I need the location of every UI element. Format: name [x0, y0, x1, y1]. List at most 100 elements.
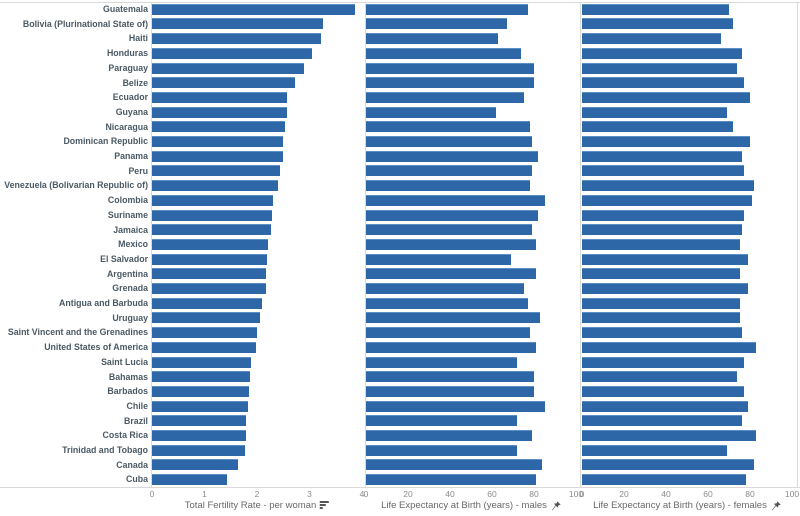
bar[interactable]: [366, 459, 543, 471]
axis-title-fertility[interactable]: Total Fertility Rate - per woman: [185, 500, 330, 511]
sort-descending-icon[interactable]: [320, 501, 330, 510]
bar[interactable]: [582, 385, 744, 397]
bar[interactable]: [366, 150, 539, 162]
bar[interactable]: [582, 371, 738, 383]
bar[interactable]: [152, 238, 269, 250]
bar[interactable]: [582, 3, 729, 15]
bar[interactable]: [152, 150, 283, 162]
bar[interactable]: [152, 62, 304, 74]
bar[interactable]: [582, 238, 740, 250]
bar[interactable]: [152, 371, 250, 383]
bar[interactable]: [152, 444, 245, 456]
bar[interactable]: [582, 283, 748, 294]
category-label[interactable]: Bolivia (Plurinational State of): [22, 18, 148, 29]
bar[interactable]: [582, 77, 744, 89]
category-label[interactable]: Grenada: [112, 283, 148, 294]
category-label[interactable]: Nicaragua: [105, 121, 148, 132]
category-label[interactable]: Paraguay: [108, 62, 148, 73]
bar[interactable]: [152, 297, 262, 309]
category-label[interactable]: Brazil: [124, 415, 148, 426]
category-label[interactable]: Belize: [122, 77, 148, 88]
bar[interactable]: [152, 3, 355, 15]
category-label[interactable]: Antigua and Barbuda: [59, 298, 148, 308]
bar[interactable]: [366, 18, 507, 30]
category-label[interactable]: Haiti: [128, 33, 148, 44]
category-label[interactable]: Jamaica: [113, 224, 148, 235]
bar[interactable]: [582, 165, 744, 177]
category-label[interactable]: Saint Vincent and the Grenadines: [7, 327, 148, 338]
bar[interactable]: [152, 77, 295, 89]
bar[interactable]: [582, 356, 744, 368]
bar[interactable]: [582, 474, 746, 486]
bar[interactable]: [152, 268, 266, 280]
bar[interactable]: [152, 474, 227, 486]
bar[interactable]: [152, 430, 246, 441]
bar[interactable]: [152, 415, 246, 427]
category-label[interactable]: Argentina: [106, 268, 148, 279]
bar[interactable]: [152, 121, 286, 133]
category-label[interactable]: Dominican Republic: [63, 136, 148, 147]
category-label[interactable]: Bahamas: [108, 371, 148, 382]
bar[interactable]: [366, 47, 522, 59]
bar[interactable]: [366, 91, 524, 103]
bar[interactable]: [582, 341, 757, 353]
bar[interactable]: [582, 150, 742, 162]
bar[interactable]: [582, 91, 750, 103]
pin-icon[interactable]: [771, 500, 781, 511]
bar[interactable]: [152, 33, 321, 45]
category-label[interactable]: Panama: [114, 151, 148, 161]
bar[interactable]: [582, 33, 721, 45]
bar[interactable]: [152, 356, 252, 368]
category-label[interactable]: Colombia: [107, 195, 148, 206]
bar[interactable]: [366, 165, 532, 177]
bar[interactable]: [582, 459, 755, 471]
category-label[interactable]: Venezuela (Bolivarian Republic of): [4, 180, 148, 191]
category-label[interactable]: Peru: [128, 165, 148, 176]
axis-title-females[interactable]: Life Expectancy at Birth (years) - femal…: [593, 500, 781, 511]
bar[interactable]: [152, 327, 257, 339]
bar[interactable]: [582, 106, 727, 118]
category-label[interactable]: Trinidad and Tobago: [62, 445, 148, 455]
bar[interactable]: [582, 47, 742, 59]
bar[interactable]: [582, 136, 750, 147]
bar[interactable]: [152, 385, 249, 397]
bar[interactable]: [366, 385, 534, 397]
bar[interactable]: [366, 33, 499, 45]
category-label[interactable]: Guatemala: [103, 4, 148, 14]
category-label[interactable]: El Salvador: [100, 253, 148, 264]
bar[interactable]: [152, 312, 260, 324]
bar[interactable]: [582, 253, 748, 265]
bar[interactable]: [366, 371, 534, 383]
bar[interactable]: [366, 224, 532, 236]
bar[interactable]: [366, 238, 537, 250]
bar[interactable]: [152, 136, 284, 147]
category-label[interactable]: Costa Rica: [102, 430, 148, 441]
category-label[interactable]: Cuba: [126, 474, 148, 485]
bar[interactable]: [582, 430, 757, 441]
bar[interactable]: [152, 209, 272, 221]
axis-title-males[interactable]: Life Expectancy at Birth (years) - males: [381, 500, 561, 511]
bar[interactable]: [366, 77, 534, 89]
category-label[interactable]: Suriname: [107, 209, 148, 220]
bar[interactable]: [366, 430, 532, 441]
bar[interactable]: [152, 194, 273, 206]
bar[interactable]: [152, 283, 266, 294]
bar[interactable]: [366, 209, 539, 221]
bar[interactable]: [582, 312, 740, 324]
bar[interactable]: [582, 18, 734, 30]
bar[interactable]: [152, 47, 312, 59]
bar[interactable]: [152, 91, 288, 103]
category-label[interactable]: Chile: [126, 400, 148, 411]
bar[interactable]: [366, 106, 497, 118]
category-label[interactable]: United States of America: [44, 342, 148, 353]
category-label[interactable]: Guyana: [115, 106, 148, 117]
bar[interactable]: [366, 268, 537, 280]
bar[interactable]: [366, 180, 530, 192]
bar[interactable]: [366, 3, 528, 15]
bar[interactable]: [366, 415, 518, 427]
bar[interactable]: [366, 341, 537, 353]
bar[interactable]: [582, 194, 753, 206]
bar[interactable]: [366, 136, 532, 147]
bar[interactable]: [366, 312, 541, 324]
bar[interactable]: [582, 297, 740, 309]
